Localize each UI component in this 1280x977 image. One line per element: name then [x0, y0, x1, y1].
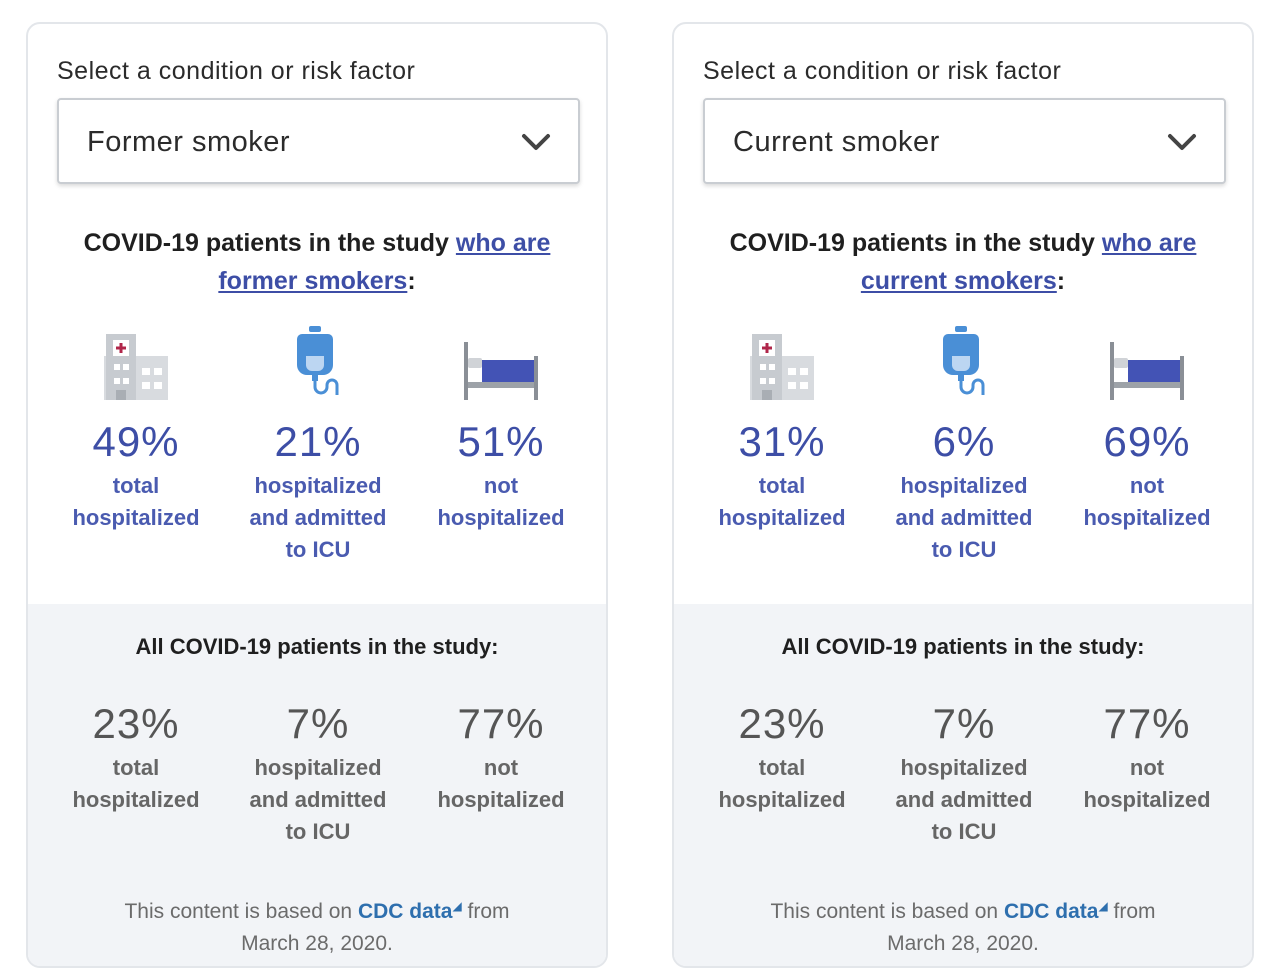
stat-percent: 31% [738, 418, 826, 465]
source-footnote: This content is based on CDC data◢ from … [124, 899, 510, 955]
stat-caption: hospitalized and admitted to ICU [249, 473, 387, 562]
stat-not-hospitalized: 51% not hospitalized [410, 320, 592, 534]
all-patients-heading: All COVID-19 patients in the study: [135, 634, 499, 659]
heading-link[interactable]: who are current smokers [860, 229, 1197, 295]
heading-prefix: COVID-19 patients in the study [83, 229, 456, 257]
all-stat-not-hospitalized: 77% not hospitalized [1056, 696, 1238, 816]
cdc-data-link[interactable]: CDC data◢ [357, 899, 462, 923]
all-stat-not-hospitalized: 77% not hospitalized [410, 696, 592, 816]
stat-percent: 21% [274, 418, 362, 465]
select-value: Current smoker [733, 126, 940, 158]
all-stat-total-hospitalized: 23% total hospitalized [691, 696, 873, 816]
stat-icu: 6% hospitalized and admitted to ICU [873, 320, 1055, 566]
stat-percent: 23% [738, 700, 826, 747]
iv-bag-icon [943, 326, 985, 395]
cdc-data-link[interactable]: CDC data◢ [1003, 899, 1108, 923]
stat-icu: 21% hospitalized and admitted to ICU [227, 320, 409, 566]
risk-factor-card-left: Select a condition or risk factor Former… [26, 22, 608, 968]
all-stat-icu: 7% hospitalized and admitted to ICU [227, 696, 409, 848]
stat-caption: total hospitalized [72, 473, 200, 530]
footnote-date: March 28, 2020. [241, 932, 393, 955]
stat-percent: 23% [92, 700, 180, 747]
select-label: Select a condition or risk factor [703, 57, 1062, 85]
bed-icon [464, 342, 538, 400]
footnote-date: March 28, 2020. [887, 932, 1039, 955]
subgroup-heading: COVID-19 patients in the study who are c… [694, 224, 1232, 300]
stat-percent: 6% [932, 418, 996, 465]
stat-caption: total hospitalized [718, 755, 846, 812]
stat-caption: not hospitalized [437, 755, 565, 812]
heading-suffix: : [407, 267, 416, 295]
stat-caption: hospitalized and admitted to ICU [895, 473, 1033, 562]
stat-total-hospitalized: 31% total hospitalized [691, 320, 873, 534]
all-patients-panel: All COVID-19 patients in the study: 23% … [674, 604, 1252, 966]
stat-caption: hospitalized and admitted to ICU [895, 755, 1033, 844]
stat-not-hospitalized: 69% not hospitalized [1056, 320, 1238, 534]
chevron-down-icon [1168, 134, 1196, 150]
condition-select[interactable]: Former smoker [57, 98, 580, 184]
all-patients-heading: All COVID-19 patients in the study: [781, 634, 1145, 659]
stat-caption: not hospitalized [1083, 755, 1211, 812]
bed-icon [1110, 342, 1184, 400]
all-patients-panel: All COVID-19 patients in the study: 23% … [28, 604, 606, 966]
stat-total-hospitalized: 49% total hospitalized [45, 320, 227, 534]
select-value: Former smoker [87, 126, 291, 158]
hospital-building-icon [104, 334, 168, 400]
source-footnote: This content is based on CDC data◢ from … [770, 899, 1156, 955]
all-stat-icu: 7% hospitalized and admitted to ICU [873, 696, 1055, 848]
stat-percent: 77% [1103, 700, 1191, 747]
condition-select[interactable]: Current smoker [703, 98, 1226, 184]
stat-percent: 69% [1103, 418, 1191, 465]
external-link-icon: ◢ [452, 899, 462, 913]
subgroup-heading: COVID-19 patients in the study who are f… [48, 224, 586, 300]
heading-link[interactable]: who are former smokers [218, 229, 551, 295]
iv-bag-icon [297, 326, 339, 395]
select-label: Select a condition or risk factor [57, 57, 416, 85]
stat-caption: not hospitalized [437, 473, 565, 530]
external-link-icon: ◢ [1098, 899, 1108, 913]
stat-caption: hospitalized and admitted to ICU [249, 755, 387, 844]
stat-caption: total hospitalized [72, 755, 200, 812]
heading-prefix: COVID-19 patients in the study [729, 229, 1102, 257]
stat-caption: total hospitalized [718, 473, 846, 530]
all-stat-total-hospitalized: 23% total hospitalized [45, 696, 227, 816]
chevron-down-icon [522, 134, 550, 150]
stat-percent: 49% [92, 418, 180, 465]
stat-percent: 7% [286, 700, 350, 747]
heading-suffix: : [1056, 267, 1066, 295]
stat-caption: not hospitalized [1083, 473, 1211, 530]
hospital-building-icon [750, 334, 814, 400]
risk-factor-card-right: Select a condition or risk factor Curren… [672, 22, 1254, 968]
stat-percent: 7% [932, 700, 996, 747]
stat-percent: 77% [457, 700, 545, 747]
stat-percent: 51% [457, 418, 545, 465]
